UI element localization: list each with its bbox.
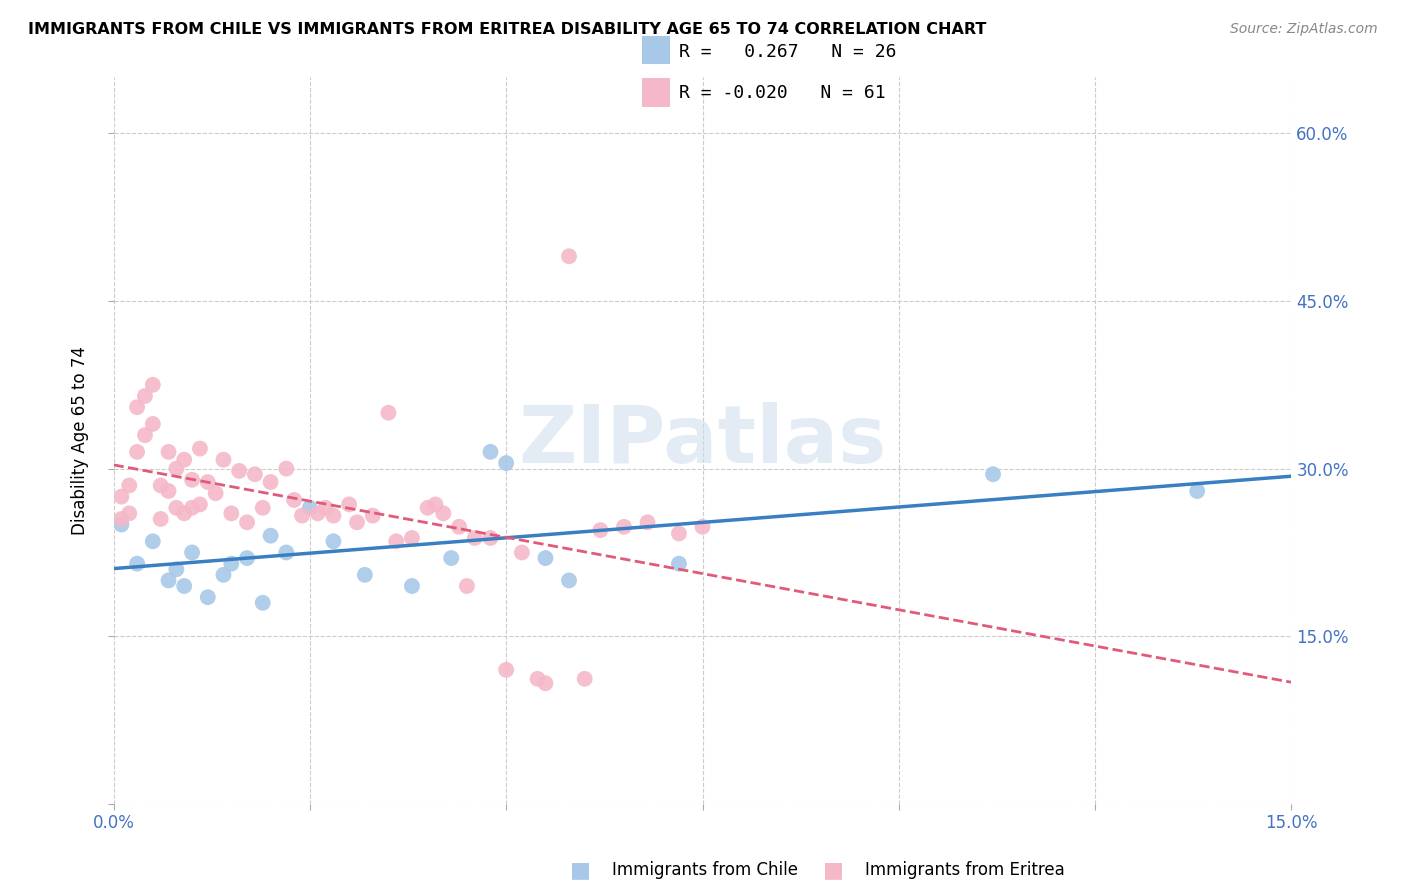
Point — [1187, 483, 1209, 498]
Text: IMMIGRANTS FROM CHILE VS IMMIGRANTS FROM ERITREA DISABILITY AGE 65 TO 74 CORRELA: IMMIGRANTS FROM CHILE VS IMMIGRANTS FROM… — [28, 22, 987, 37]
Point — [479, 531, 502, 545]
Y-axis label: Disability Age 65 to 74: Disability Age 65 to 74 — [72, 346, 89, 535]
Text: Immigrants from Chile: Immigrants from Chile — [612, 861, 797, 879]
Point — [449, 520, 471, 534]
Point — [298, 500, 321, 515]
Point — [291, 508, 314, 523]
Point — [173, 507, 195, 521]
Point — [188, 497, 211, 511]
Bar — [643, 36, 669, 64]
Point — [165, 461, 187, 475]
Point — [526, 672, 548, 686]
Point — [283, 492, 305, 507]
Point — [416, 500, 439, 515]
Point — [142, 377, 165, 392]
Point — [385, 534, 408, 549]
Point — [118, 478, 141, 492]
Point — [212, 567, 235, 582]
Point — [149, 512, 172, 526]
Point — [259, 475, 281, 489]
Point — [236, 551, 259, 566]
Point — [558, 574, 581, 588]
Point — [173, 452, 195, 467]
Point — [425, 497, 447, 511]
Point — [440, 551, 463, 566]
Point — [157, 445, 180, 459]
Point — [495, 663, 517, 677]
Point — [157, 483, 180, 498]
Point — [204, 486, 226, 500]
Point — [337, 497, 360, 511]
Text: R =   0.267   N = 26: R = 0.267 N = 26 — [679, 43, 897, 61]
Point — [353, 567, 375, 582]
Point — [432, 507, 454, 521]
Point — [157, 574, 180, 588]
Point — [212, 452, 235, 467]
Point — [142, 417, 165, 431]
Point — [361, 508, 384, 523]
Point — [181, 545, 204, 559]
Point — [613, 520, 636, 534]
Point — [221, 507, 243, 521]
Point — [197, 475, 219, 489]
Point — [110, 490, 132, 504]
Point — [243, 467, 266, 482]
Point — [118, 507, 141, 521]
Point — [149, 478, 172, 492]
Text: ■: ■ — [823, 860, 844, 880]
Point — [188, 442, 211, 456]
Text: ZIPatlas: ZIPatlas — [519, 401, 887, 480]
Point — [197, 591, 219, 605]
Point — [276, 461, 298, 475]
Point — [322, 534, 344, 549]
Point — [134, 389, 156, 403]
Point — [589, 523, 612, 537]
Point — [127, 400, 149, 414]
Text: Immigrants from Eritrea: Immigrants from Eritrea — [865, 861, 1064, 879]
Point — [637, 516, 659, 530]
Point — [110, 512, 132, 526]
Point — [134, 428, 156, 442]
Point — [181, 473, 204, 487]
Point — [479, 445, 502, 459]
Point — [127, 445, 149, 459]
Point — [692, 520, 714, 534]
Text: Source: ZipAtlas.com: Source: ZipAtlas.com — [1230, 22, 1378, 37]
Point — [534, 676, 557, 690]
Point — [346, 516, 368, 530]
Text: ■: ■ — [569, 860, 591, 880]
Point — [558, 249, 581, 263]
Point — [495, 456, 517, 470]
Point — [510, 545, 533, 559]
Point — [574, 672, 596, 686]
Bar — [643, 78, 669, 107]
Point — [668, 526, 690, 541]
Point — [165, 562, 187, 576]
Point — [236, 516, 259, 530]
Point — [307, 507, 329, 521]
Point — [259, 529, 281, 543]
Point — [464, 531, 486, 545]
Point — [228, 464, 250, 478]
Point — [401, 531, 423, 545]
Point — [165, 500, 187, 515]
Point — [322, 508, 344, 523]
Point — [456, 579, 478, 593]
Point — [252, 596, 274, 610]
Point — [315, 500, 337, 515]
Point — [981, 467, 1004, 482]
Point — [221, 557, 243, 571]
Point — [127, 557, 149, 571]
Point — [668, 557, 690, 571]
Text: R = -0.020   N = 61: R = -0.020 N = 61 — [679, 84, 886, 102]
Point — [401, 579, 423, 593]
Point — [142, 534, 165, 549]
Point — [534, 551, 557, 566]
Point — [173, 579, 195, 593]
Point — [252, 500, 274, 515]
Point — [276, 545, 298, 559]
Point — [377, 406, 399, 420]
Point — [110, 517, 132, 532]
Point — [181, 500, 204, 515]
